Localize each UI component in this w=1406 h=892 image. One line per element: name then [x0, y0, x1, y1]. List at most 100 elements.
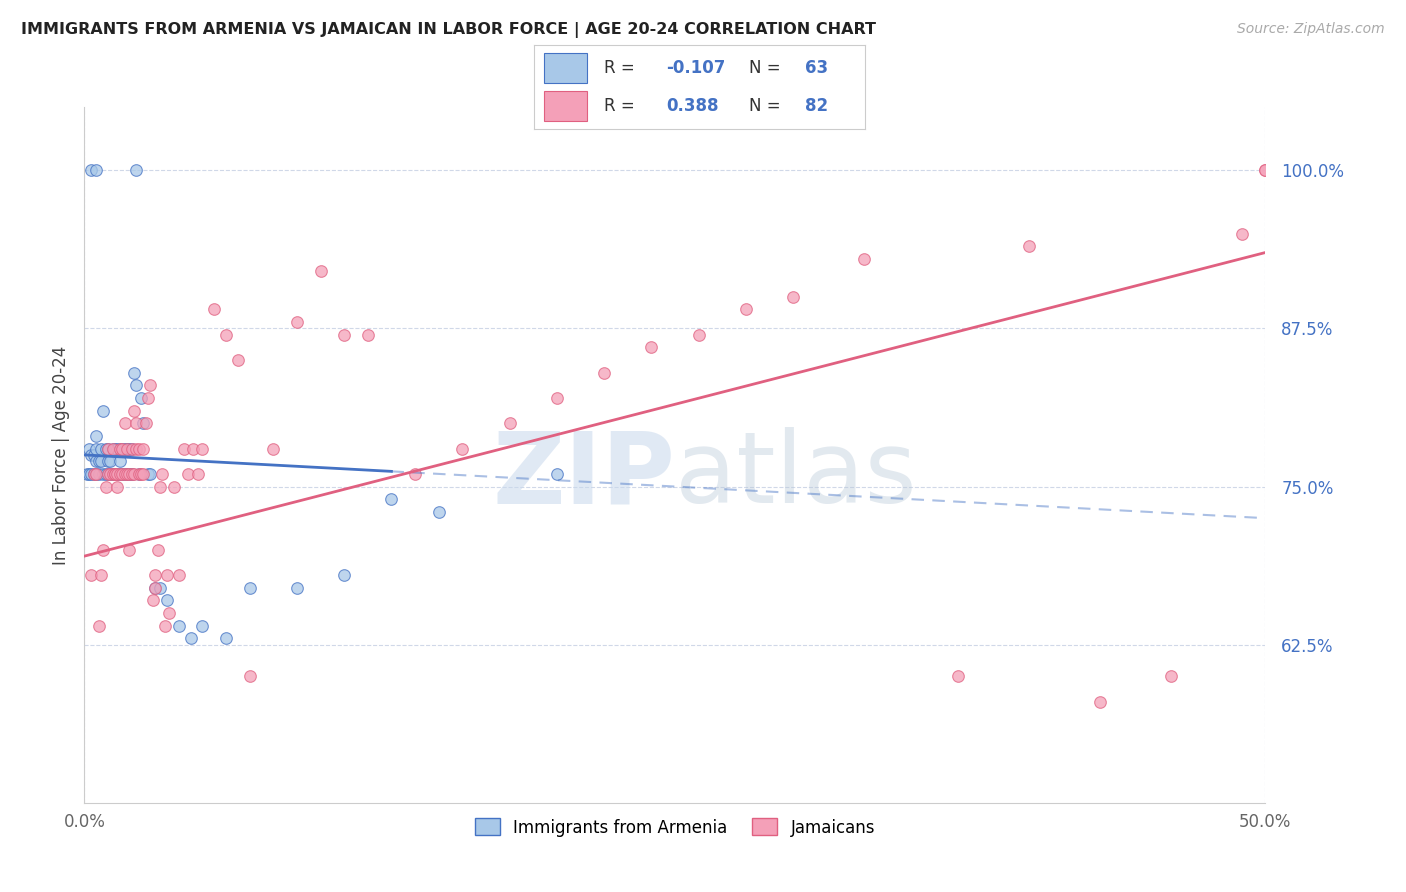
Point: [948, 669, 970, 683]
Point: [122, 403, 145, 417]
Point: [108, 467, 131, 481]
Point: [191, 442, 214, 456]
Point: [122, 366, 145, 380]
Point: [118, 467, 141, 481]
Point: [125, 378, 148, 392]
Point: [427, 505, 450, 519]
FancyBboxPatch shape: [544, 91, 588, 120]
Point: [97, 467, 120, 481]
Point: [118, 467, 141, 481]
Point: [380, 492, 402, 507]
Point: [108, 442, 131, 456]
Point: [77, 442, 100, 456]
Point: [136, 391, 159, 405]
Point: [142, 593, 165, 607]
Text: 0.388: 0.388: [666, 96, 718, 114]
Point: [640, 340, 662, 354]
Point: [97, 442, 120, 456]
Point: [1160, 669, 1182, 683]
Point: [104, 467, 127, 481]
Point: [111, 442, 134, 456]
Point: [111, 467, 134, 481]
Text: R =: R =: [603, 96, 640, 114]
Point: [115, 442, 138, 456]
Text: 63: 63: [806, 60, 828, 78]
Point: [404, 467, 426, 481]
Point: [101, 467, 124, 481]
Text: atlas: atlas: [675, 427, 917, 524]
Point: [107, 467, 129, 481]
Point: [136, 467, 159, 481]
Point: [157, 606, 180, 620]
Point: [177, 467, 200, 481]
Point: [128, 467, 150, 481]
Point: [101, 442, 124, 456]
Point: [187, 467, 209, 481]
Point: [191, 618, 214, 632]
Point: [107, 467, 129, 481]
Point: [156, 593, 179, 607]
Point: [107, 479, 129, 493]
Point: [122, 467, 145, 481]
Point: [104, 442, 127, 456]
Point: [156, 568, 179, 582]
Point: [83, 467, 105, 481]
Point: [98, 454, 121, 468]
Point: [132, 467, 155, 481]
Text: N =: N =: [749, 60, 786, 78]
Point: [143, 568, 166, 582]
Text: 82: 82: [806, 96, 828, 114]
Point: [83, 448, 105, 462]
Point: [125, 442, 148, 456]
Point: [84, 442, 107, 456]
Point: [215, 327, 238, 342]
Point: [97, 442, 120, 456]
Point: [111, 442, 134, 456]
Point: [167, 568, 190, 582]
Point: [333, 327, 356, 342]
Point: [80, 568, 103, 582]
Point: [546, 467, 568, 481]
Point: [104, 467, 127, 481]
Point: [84, 467, 107, 481]
Point: [149, 479, 172, 493]
Point: [139, 378, 162, 392]
Point: [121, 467, 143, 481]
Point: [1254, 163, 1277, 178]
Point: [80, 448, 103, 462]
Point: [77, 467, 100, 481]
Point: [114, 417, 136, 431]
Point: [115, 442, 138, 456]
Point: [97, 467, 120, 481]
Point: [239, 581, 262, 595]
Point: [852, 252, 875, 266]
Point: [87, 467, 110, 481]
Point: [84, 429, 107, 443]
Point: [98, 467, 121, 481]
Point: [128, 442, 150, 456]
Point: [91, 542, 114, 557]
Point: [451, 442, 474, 456]
Point: [1254, 163, 1277, 178]
Point: [1088, 695, 1111, 709]
Point: [90, 568, 112, 582]
Point: [143, 581, 166, 595]
Point: [108, 442, 131, 456]
Point: [333, 568, 356, 582]
Point: [118, 442, 141, 456]
Point: [149, 581, 172, 595]
Point: [132, 417, 155, 431]
Point: [121, 442, 143, 456]
Point: [1018, 239, 1040, 253]
Point: [180, 632, 202, 646]
Y-axis label: In Labor Force | Age 20-24: In Labor Force | Age 20-24: [52, 345, 70, 565]
Point: [125, 417, 148, 431]
Point: [593, 366, 616, 380]
Point: [132, 442, 155, 456]
Point: [115, 467, 138, 481]
Point: [84, 163, 107, 178]
Point: [1230, 227, 1253, 241]
Point: [104, 467, 127, 481]
Point: [83, 467, 105, 481]
Point: [167, 618, 190, 632]
